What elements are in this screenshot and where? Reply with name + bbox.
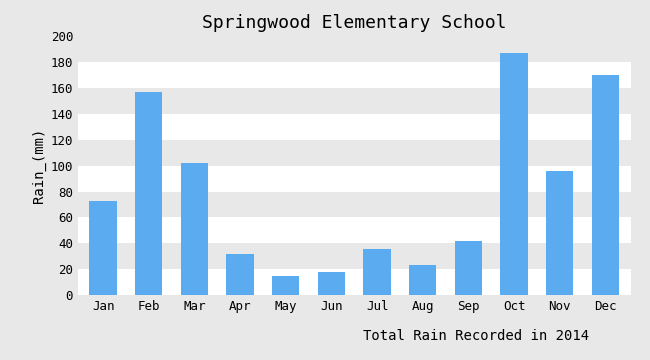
Bar bbox=[226, 254, 254, 295]
Bar bbox=[363, 248, 391, 295]
Bar bbox=[272, 276, 300, 295]
Bar bbox=[500, 53, 528, 295]
Bar bbox=[455, 241, 482, 295]
Title: Springwood Elementary School: Springwood Elementary School bbox=[202, 14, 506, 32]
Bar bbox=[135, 92, 162, 295]
Bar bbox=[78, 243, 630, 269]
Bar bbox=[135, 92, 162, 295]
Bar bbox=[409, 265, 436, 295]
Bar bbox=[592, 75, 619, 295]
Bar bbox=[455, 241, 482, 295]
Bar bbox=[363, 248, 391, 295]
Bar bbox=[78, 192, 630, 217]
Bar bbox=[78, 36, 630, 62]
Bar bbox=[546, 171, 573, 295]
Bar bbox=[546, 171, 573, 295]
Bar bbox=[78, 166, 630, 192]
X-axis label: Total Rain Recorded in 2014: Total Rain Recorded in 2014 bbox=[363, 329, 589, 343]
Bar bbox=[90, 201, 117, 295]
Bar bbox=[78, 114, 630, 140]
Bar bbox=[90, 201, 117, 295]
Bar bbox=[181, 163, 208, 295]
Bar bbox=[318, 272, 345, 295]
Bar bbox=[78, 269, 630, 295]
Bar bbox=[318, 272, 345, 295]
Bar bbox=[226, 254, 254, 295]
Bar bbox=[500, 53, 528, 295]
Bar bbox=[78, 217, 630, 243]
Bar bbox=[409, 265, 436, 295]
Bar bbox=[181, 163, 208, 295]
Bar bbox=[78, 62, 630, 88]
Bar bbox=[78, 88, 630, 114]
Bar bbox=[78, 140, 630, 166]
Y-axis label: Rain_(mm): Rain_(mm) bbox=[32, 128, 46, 203]
Bar bbox=[272, 276, 300, 295]
Bar bbox=[592, 75, 619, 295]
